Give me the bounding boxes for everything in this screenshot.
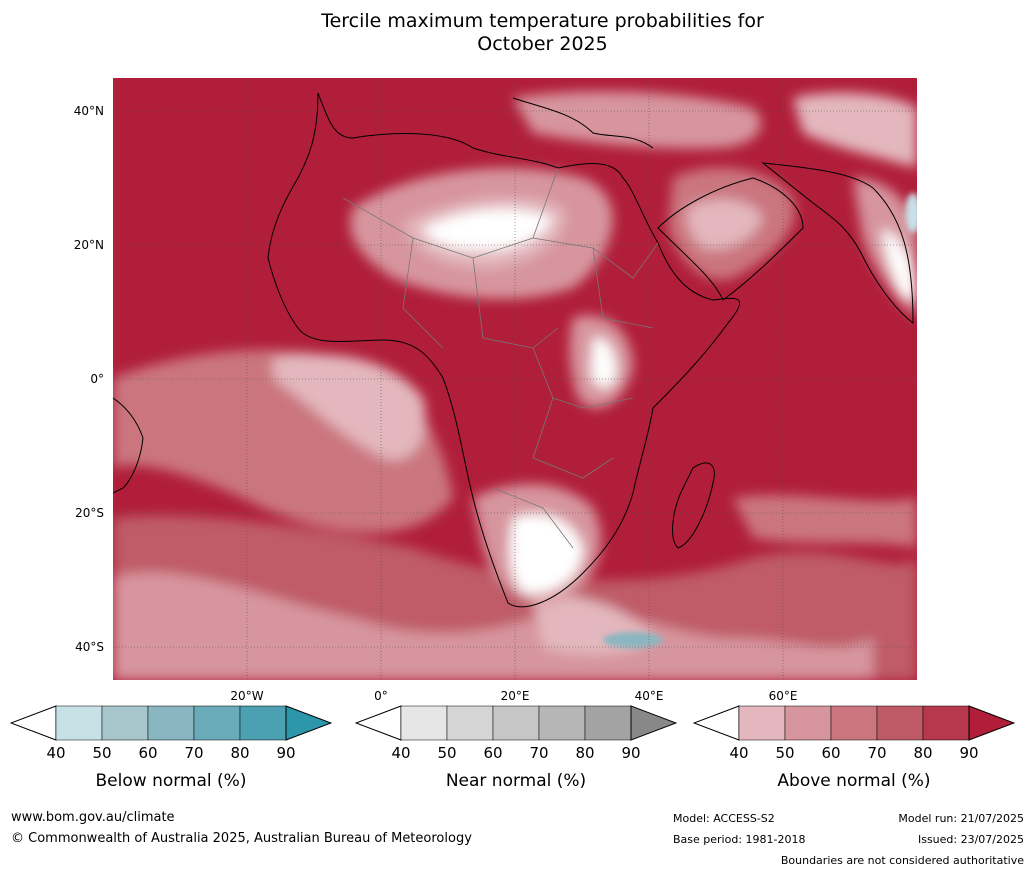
lon-label-60e: 60°E (768, 689, 798, 703)
probability-map (113, 78, 917, 680)
lon-label-0: 0° (374, 689, 388, 703)
footer-website: www.bom.gov.au/climate (11, 810, 175, 825)
cbar-near-tick: 60 (483, 744, 503, 762)
cbar-below-label: Below normal (%) (95, 771, 247, 791)
colorbar-below-min-arrow (9, 705, 57, 741)
asia-outline (761, 162, 914, 325)
footer-copyright: © Commonwealth of Australia 2025, Austra… (11, 831, 472, 846)
colorbar-above-bin-5 (922, 705, 970, 741)
cbar-near-label: Near normal (%) (445, 771, 587, 791)
title-line-1: Tercile maximum temperature probabilitie… (321, 10, 764, 32)
map-gridlines (113, 78, 917, 680)
colorbar-near-min-arrow (354, 705, 402, 741)
footer-issued: Issued: 23/07/2025 (917, 833, 1024, 846)
cbar-above-tick: 80 (913, 744, 933, 762)
colorbar-near: 40 50 60 70 80 90 Near normal (%) (354, 704, 678, 804)
cbar-below-tick: 40 (46, 744, 66, 762)
footer-model-run: Model run: 21/07/2025 (898, 812, 1024, 825)
lon-label-40e: 40°E (634, 689, 664, 703)
cbar-above-tick: 40 (729, 744, 749, 762)
colorbar-above-swatches (692, 705, 1016, 741)
colorbar-near-max-arrow (630, 705, 678, 741)
country-boundaries (342, 167, 659, 549)
colorbar-below: 40 50 60 70 80 90 Below normal (%) (9, 704, 333, 804)
colorbar-above-max-arrow (968, 705, 1016, 741)
colorbar-above-bin-3 (830, 705, 878, 741)
lon-label-20e: 20°E (500, 689, 530, 703)
colorbar-below-bin-5 (239, 705, 287, 741)
colorbar-above-bin-2 (784, 705, 832, 741)
lat-label-20s: 20°S (75, 506, 104, 520)
colorbar-below-max-arrow (285, 705, 333, 741)
cbar-below-tick: 60 (138, 744, 158, 762)
footer-model: Model: ACCESS-S2 (673, 812, 775, 825)
below-normal-patch-india (905, 193, 917, 233)
probability-field (113, 91, 917, 680)
cbar-below-tick: 80 (230, 744, 250, 762)
colorbar-below-bin-2 (101, 705, 149, 741)
lat-label-20n: 20°N (73, 238, 104, 252)
colorbar-above-bin-1 (738, 705, 786, 741)
mediterranean-outline (512, 97, 654, 149)
madagascar-outline (672, 462, 715, 549)
colorbar-near-bin-3 (492, 705, 540, 741)
lon-label-20w: 20°W (230, 689, 264, 703)
lat-label-0: 0° (90, 372, 104, 386)
cbar-near-tick: 70 (529, 744, 549, 762)
colorbar-near-bin-1 (400, 705, 448, 741)
colorbar-below-bin-1 (55, 705, 103, 741)
lat-label-40n: 40°N (73, 104, 104, 118)
cbar-near-tick: 90 (621, 744, 641, 762)
below-normal-patch (603, 632, 663, 648)
south-america-outline (113, 397, 144, 494)
cbar-above-tick: 90 (959, 744, 979, 762)
cbar-near-tick: 50 (437, 744, 457, 762)
title-line-2: October 2025 (477, 33, 608, 55)
colorbar-below-swatches (9, 705, 333, 741)
cbar-above-tick: 70 (867, 744, 887, 762)
colorbar-below-bin-3 (147, 705, 195, 741)
colorbar-above-bin-4 (876, 705, 924, 741)
cbar-near-tick: 80 (575, 744, 595, 762)
colorbar-near-bin-5 (584, 705, 632, 741)
cbar-above-tick: 60 (821, 744, 841, 762)
colorbar-near-bin-4 (538, 705, 586, 741)
coastlines (113, 92, 914, 608)
colorbar-near-bin-2 (446, 705, 494, 741)
map-title: Tercile maximum temperature probabilitie… (0, 10, 1035, 56)
footer-base-period: Base period: 1981-2018 (673, 833, 806, 846)
cbar-above-tick: 50 (775, 744, 795, 762)
cbar-below-tick: 90 (276, 744, 296, 762)
cbar-above-label: Above normal (%) (777, 771, 931, 791)
colorbar-below-bin-4 (193, 705, 241, 741)
colorbar-above: 40 50 60 70 80 90 Above normal (%) (692, 704, 1016, 804)
arabia-outline (657, 177, 804, 301)
cbar-near-tick: 40 (391, 744, 411, 762)
colorbar-near-swatches (354, 705, 678, 741)
colorbar-above-min-arrow (692, 705, 740, 741)
lat-label-40s: 40°S (75, 640, 104, 654)
footer-disclaimer: Boundaries are not considered authoritat… (780, 854, 1024, 867)
cbar-below-tick: 70 (184, 744, 204, 762)
cbar-below-tick: 50 (92, 744, 112, 762)
